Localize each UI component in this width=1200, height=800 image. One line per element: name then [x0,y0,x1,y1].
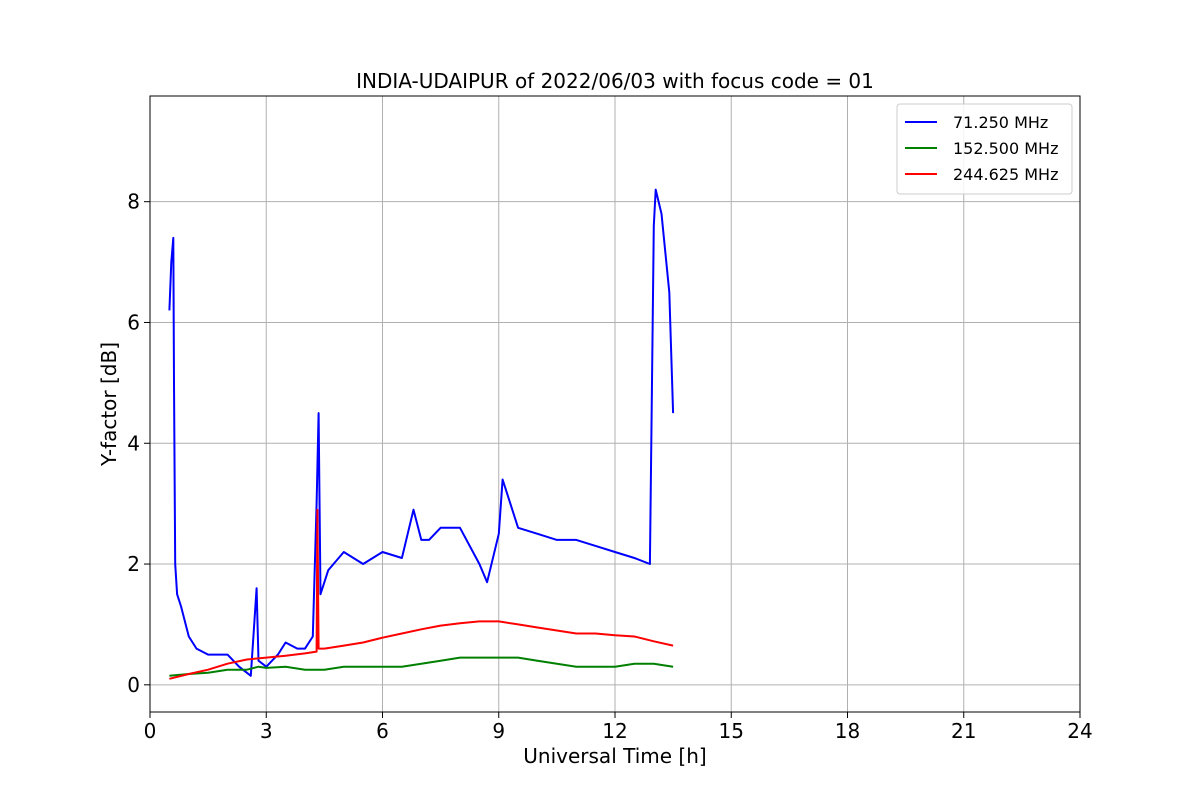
x-tick-label: 6 [376,719,389,743]
series-line-2 [169,656,674,677]
x-tick-label: 24 [1067,719,1092,743]
legend-label: 152.500 MHz [953,139,1058,158]
x-tick-label: 0 [144,719,157,743]
y-axis-label: Y-factor [dB] [97,342,121,467]
y-tick-label: 4 [127,431,140,455]
y-tick-label: 6 [127,310,140,334]
x-tick-label: 15 [719,719,744,743]
y-tick-label: 0 [127,673,140,697]
grid [149,96,1081,712]
legend: 71.250 MHz 152.500 MHz 244.625 MHz [896,103,1073,195]
series-line-3 [169,508,674,680]
y-tick-label: 2 [127,552,140,576]
x-tick-label: 3 [260,719,273,743]
x-tick-label: 9 [492,719,505,743]
x-tick-label: 21 [951,719,976,743]
legend-label: 71.250 MHz [953,113,1048,132]
legend-label: 244.625 MHz [953,165,1058,184]
x-tick-label: 12 [602,719,627,743]
chart-title: INDIA-UDAIPUR of 2022/06/03 with focus c… [356,69,874,93]
y-tick-label: 8 [127,190,140,214]
series-line-1 [168,188,675,677]
x-axis-label: Universal Time [h] [523,744,706,768]
legend-box [896,103,1073,195]
x-tick-label: 18 [835,719,860,743]
series-layer [168,188,675,680]
